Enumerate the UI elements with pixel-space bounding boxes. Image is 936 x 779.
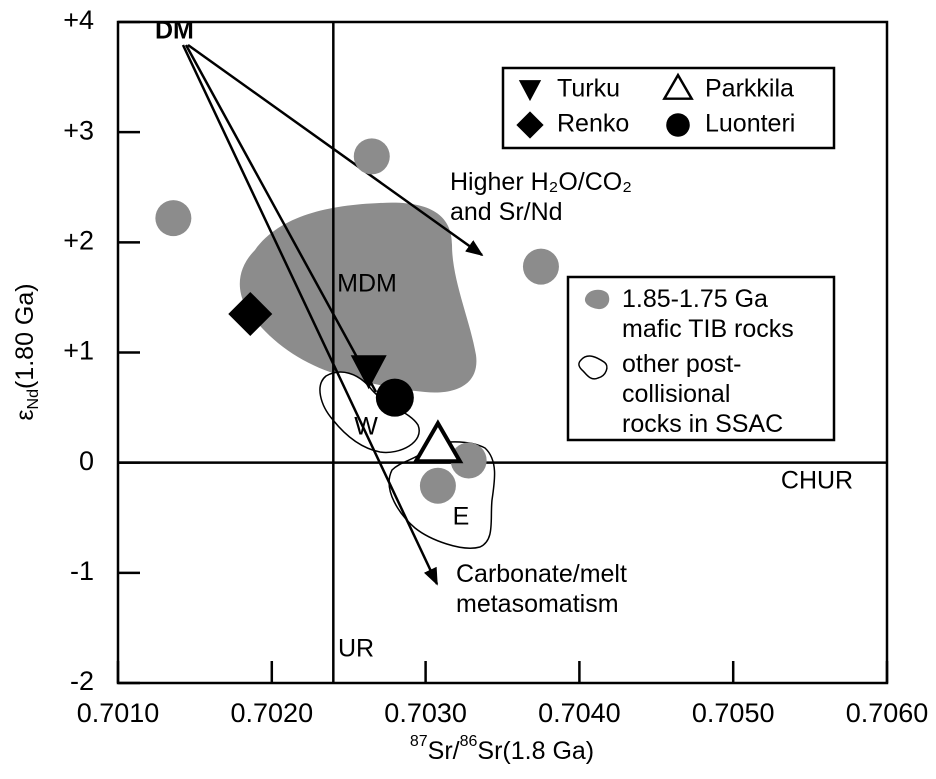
text-line: Higher H₂O/CO₂ bbox=[450, 168, 632, 196]
annotation: W bbox=[354, 413, 378, 441]
legend-label: Renko bbox=[557, 110, 629, 138]
ref-label: UR bbox=[338, 635, 374, 663]
label-part: Sr/ bbox=[428, 737, 460, 765]
marker-grey-circle bbox=[353, 138, 390, 175]
label-part: Nd bbox=[25, 389, 42, 409]
marker-circle bbox=[666, 113, 690, 137]
label-part: ε bbox=[11, 409, 39, 420]
annotation: E bbox=[453, 503, 470, 531]
text-line: Carbonate/melt bbox=[456, 560, 627, 588]
x-tick-label: 0.7030 bbox=[384, 698, 467, 728]
text-line: collisional bbox=[622, 380, 730, 408]
legend-label: Turku bbox=[557, 75, 620, 103]
arrow bbox=[181, 44, 439, 586]
marker-grey-circle bbox=[450, 442, 487, 479]
x-tick-label: 0.7020 bbox=[231, 698, 314, 728]
marker-diamond bbox=[516, 111, 544, 139]
x-tick-label: 0.7010 bbox=[77, 698, 160, 728]
points bbox=[155, 138, 559, 504]
text-line: 1.85-1.75 Ga bbox=[622, 285, 768, 313]
y-tick-label: 0 bbox=[79, 446, 94, 476]
legend-swatch bbox=[578, 355, 608, 380]
marker-triangle-down bbox=[518, 80, 542, 102]
legend-swatch bbox=[584, 289, 610, 310]
marker-circle bbox=[375, 378, 414, 417]
axes: 0.7010 0.7020 0.7030 0.7040 0.7050 0.7060 -2 -1… bbox=[63, 5, 928, 728]
text-line: other post- bbox=[622, 350, 742, 378]
marker-grey-circle bbox=[522, 248, 559, 285]
x-axis-label: 87Sr/86Sr(1.8 Ga) bbox=[410, 733, 594, 764]
ref-label: CHUR bbox=[781, 467, 853, 495]
mixing-line bbox=[184, 44, 378, 393]
legend-box bbox=[566, 275, 836, 442]
reference-lines bbox=[118, 22, 887, 683]
y-tick-label: +3 bbox=[63, 115, 94, 145]
marker-triangle bbox=[412, 419, 464, 464]
marker-grey-circle bbox=[419, 467, 456, 504]
y-tick-label: +4 bbox=[63, 5, 94, 35]
arrow bbox=[187, 43, 484, 257]
x-tick-label: 0.7040 bbox=[538, 698, 621, 728]
label-part: 86 bbox=[460, 733, 478, 750]
legend-label: Luonteri bbox=[705, 110, 795, 138]
annotation: Carbonate/melt metasomatism bbox=[456, 560, 627, 618]
x-tick-label: 0.7060 bbox=[846, 698, 929, 728]
marker-triangle bbox=[662, 72, 694, 100]
x-tick-label: 0.7050 bbox=[692, 698, 775, 728]
marker-triangle-down bbox=[350, 355, 387, 390]
arrows bbox=[181, 43, 484, 586]
legend-box bbox=[501, 66, 836, 150]
marker-diamond bbox=[228, 291, 273, 336]
marker-grey-circle bbox=[155, 200, 192, 237]
legend-label: other post-collisional rocks in SSAC bbox=[622, 350, 783, 438]
label-part: (1.80 Ga) bbox=[11, 283, 39, 389]
legend-label: 1.85-1.75 Ga mafic TIB rocks bbox=[622, 285, 794, 343]
y-tick-label: -2 bbox=[70, 666, 94, 696]
text-line: rocks in SSAC bbox=[622, 410, 783, 438]
y-tick-label: +1 bbox=[63, 336, 94, 366]
y-axis-label: εNd(1.80 Ga) bbox=[11, 283, 43, 420]
text-line: metasomatism bbox=[456, 590, 619, 618]
label-part: Sr(1.8 Ga) bbox=[477, 737, 594, 765]
y-tick-label: +2 bbox=[63, 225, 94, 255]
label-part: 87 bbox=[410, 733, 428, 750]
y-tick-label: -1 bbox=[70, 556, 94, 586]
text-line: mafic TIB rocks bbox=[622, 315, 794, 343]
text-line: and Sr/Nd bbox=[450, 198, 563, 226]
legend-label: Parkkila bbox=[705, 75, 794, 103]
annotation: DM bbox=[155, 17, 194, 45]
annotation: Higher H₂O/CO₂ and Sr/Nd bbox=[450, 168, 632, 226]
annotation: MDM bbox=[337, 270, 397, 298]
